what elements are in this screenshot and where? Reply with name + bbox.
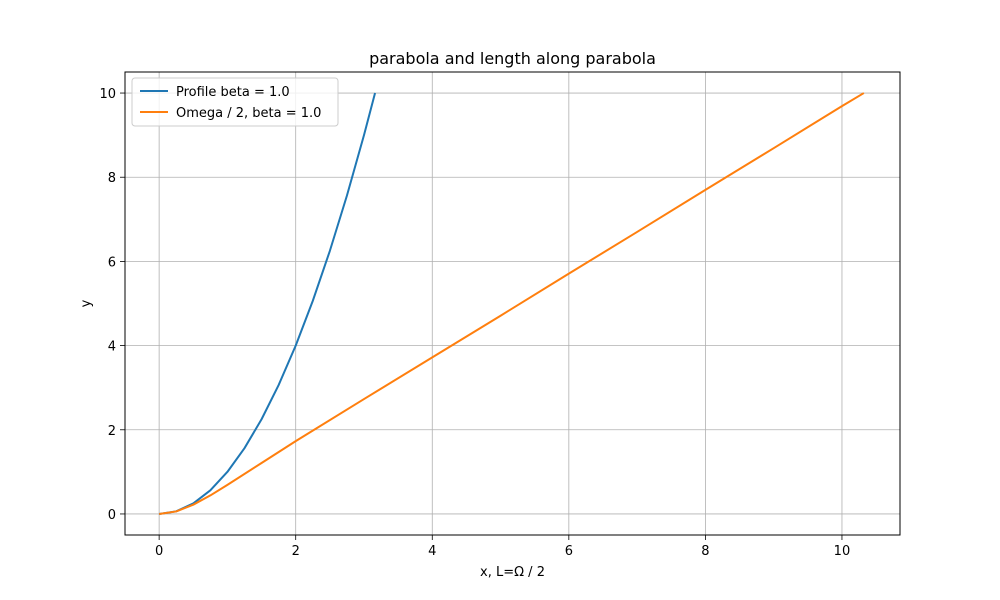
x-tick-label: 4: [428, 544, 436, 559]
legend-label-profile: Profile beta = 1.0: [176, 85, 290, 100]
y-tick-label: 6: [108, 255, 116, 270]
y-tick-label: 8: [108, 171, 116, 186]
x-axis-label: x, L=Ω / 2: [480, 565, 545, 580]
y-tick-label: 4: [108, 340, 116, 355]
legend: Profile beta = 1.0 Omega / 2, beta = 1.0: [131, 77, 339, 127]
x-tick-label: 2: [292, 544, 300, 559]
legend-label-omega: Omega / 2, beta = 1.0: [176, 106, 321, 121]
x-tick-label: 8: [701, 544, 709, 559]
series-lines: [158, 92, 865, 515]
x-tick-label: 10: [834, 544, 851, 559]
y-tick-label: 10: [99, 87, 116, 102]
y-tick-label: 2: [108, 424, 116, 439]
y-tick-label: 0: [108, 508, 116, 523]
series-line-omega: [158, 92, 865, 515]
x-tick-label: 6: [565, 544, 573, 559]
y-axis-label: y: [79, 299, 94, 307]
axis-ticks: 0 2 4 6 8 10 0 2 4 6 8 10: [99, 87, 850, 559]
plot-frame: [124, 71, 901, 536]
x-tick-label: 0: [155, 544, 163, 559]
chart-title: parabola and length along parabola: [369, 49, 656, 68]
series-line-profile: [158, 92, 377, 515]
legend-box: [131, 77, 339, 127]
